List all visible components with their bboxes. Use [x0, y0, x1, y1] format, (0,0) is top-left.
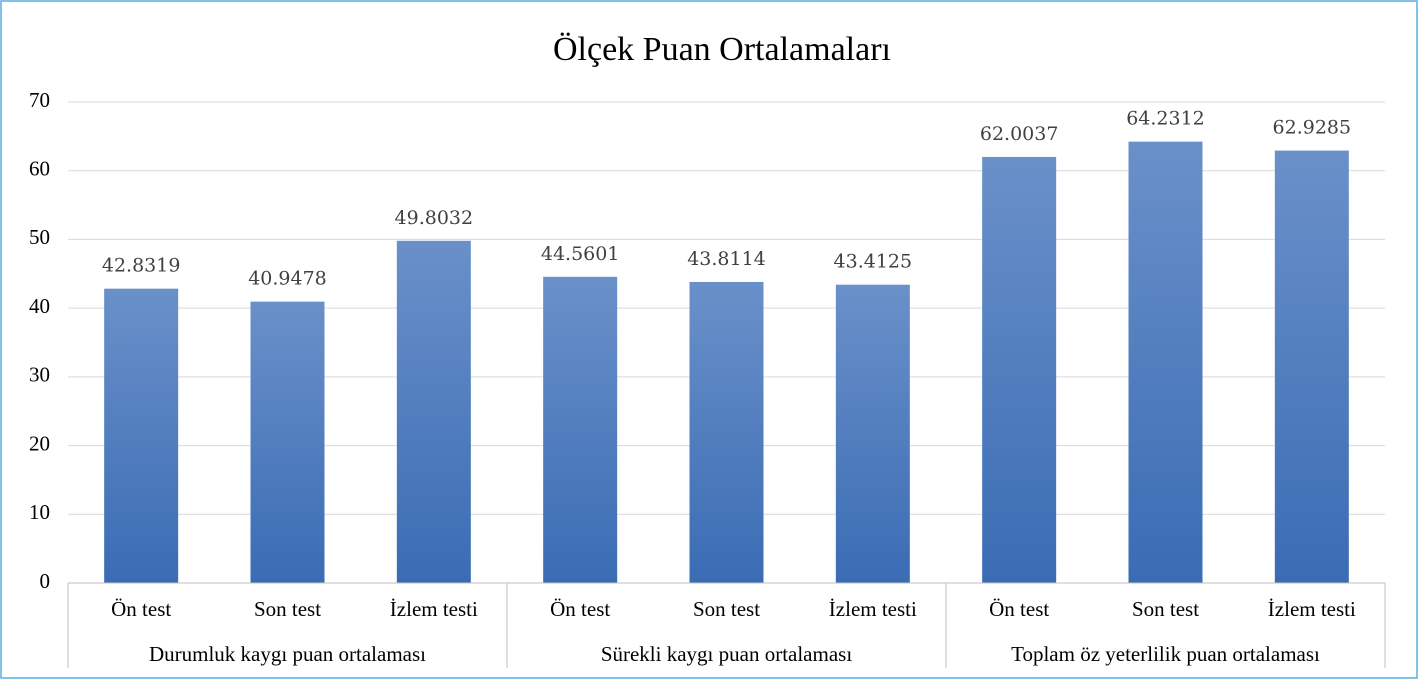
bar	[543, 276, 618, 583]
y-tick-label: 0	[40, 569, 51, 593]
x-tick-label: İzlem testi	[1268, 597, 1356, 621]
value-label: 43.4125	[834, 251, 913, 273]
bar	[396, 240, 471, 583]
bar	[835, 284, 910, 583]
value-label: 64.2312	[1126, 108, 1205, 130]
group-label: Toplam öz yeterlilik puan ortalaması	[1011, 642, 1320, 666]
bar	[250, 301, 325, 583]
y-tick-label: 40	[29, 294, 50, 318]
y-tick-label: 20	[29, 431, 50, 455]
x-tick-label: İzlem testi	[829, 597, 917, 621]
y-tick-label: 70	[29, 88, 50, 112]
x-tick-label: Son test	[693, 597, 760, 621]
value-label: 62.0037	[980, 123, 1059, 145]
value-label: 43.8114	[687, 248, 766, 270]
y-tick-label: 50	[29, 225, 50, 249]
value-label: 62.9285	[1273, 117, 1352, 139]
bar	[1128, 141, 1203, 583]
x-tick-label: Son test	[1132, 597, 1199, 621]
x-tick-label: Ön test	[989, 597, 1049, 621]
bar	[689, 281, 764, 583]
bar	[982, 156, 1057, 584]
value-label: 42.8319	[102, 255, 181, 277]
y-tick-label: 10	[29, 500, 50, 524]
value-label: 40.9478	[248, 268, 327, 290]
x-tick-label: Ön test	[550, 597, 610, 621]
bar	[1274, 150, 1349, 583]
x-tick-label: İzlem testi	[390, 597, 478, 621]
bar	[104, 288, 179, 583]
y-tick-label: 60	[29, 157, 50, 181]
group-label: Sürekli kaygı puan ortalaması	[601, 642, 853, 666]
group-label: Durumluk kaygı puan ortalaması	[149, 642, 426, 666]
value-label: 44.5601	[541, 243, 620, 265]
chart-title: Ölçek Puan Ortalamaları	[553, 31, 891, 68]
x-tick-label: Ön test	[111, 597, 171, 621]
y-tick-label: 30	[29, 363, 50, 387]
value-label: 49.8032	[395, 207, 474, 229]
x-tick-label: Son test	[254, 597, 321, 621]
